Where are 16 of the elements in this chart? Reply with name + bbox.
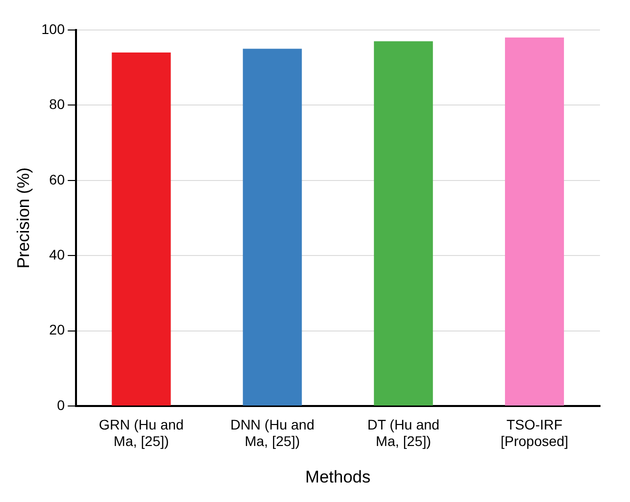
x-tick-label: TSO-IRF [Proposed] [500, 416, 568, 450]
y-axis-title: Precision (%) [14, 167, 33, 269]
x-tick-label: DNN (Hu and Ma, [25]) [230, 416, 314, 450]
bar [504, 38, 564, 406]
bar [374, 41, 433, 406]
y-tick-label: 20 [49, 322, 65, 338]
y-tick-label: 100 [41, 20, 65, 37]
y-tick-label: 80 [49, 96, 65, 112]
x-axis-title: Methods [305, 467, 370, 486]
x-tick-label: GRN (Hu and Ma, [25]) [98, 416, 184, 450]
y-tick-label: 40 [49, 246, 65, 262]
x-tick-label: DT (Hu and Ma, [25]) [367, 416, 440, 450]
y-tick-label: 0 [56, 396, 65, 413]
bar [112, 52, 171, 406]
y-tick-label: 60 [49, 171, 65, 188]
bar [242, 48, 302, 406]
